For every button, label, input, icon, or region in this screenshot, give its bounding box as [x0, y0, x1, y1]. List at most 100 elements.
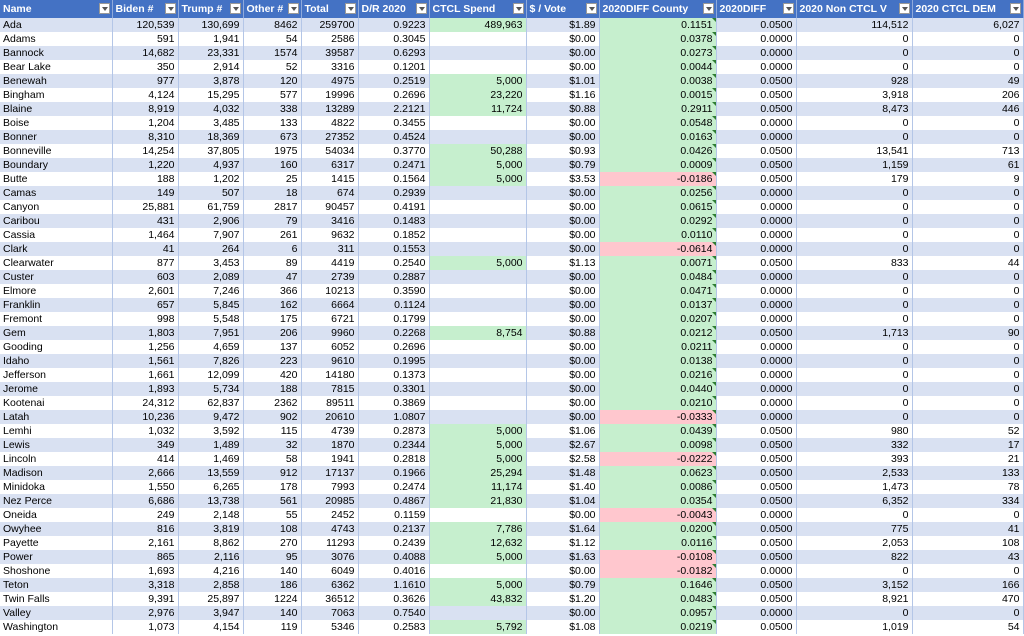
cell-ctcldem[interactable]: 0 [912, 200, 1024, 214]
cell-dr[interactable]: 1.1610 [358, 578, 430, 592]
cell-ctcldem[interactable]: 166 [912, 578, 1024, 592]
cell-ctcldem[interactable]: 108 [912, 536, 1024, 550]
cell-diff[interactable]: 0.0500 [716, 256, 797, 270]
cell-dr[interactable]: 0.2583 [358, 620, 430, 634]
cell-nonctcl[interactable]: 980 [796, 424, 913, 438]
cell-trump[interactable]: 3,947 [178, 606, 244, 620]
cell-dr[interactable]: 0.2519 [358, 74, 430, 88]
column-header[interactable]: 2020 CTCL DEM [912, 0, 1024, 18]
cell-diff[interactable]: 0.0500 [716, 480, 797, 494]
cell-diffc[interactable]: 0.0163 [599, 130, 717, 144]
cell-trump[interactable]: 15,295 [178, 88, 244, 102]
cell-diff[interactable]: 0.0000 [716, 340, 797, 354]
cell-biden[interactable]: 414 [112, 452, 179, 466]
cell-ctcldem[interactable]: 0 [912, 242, 1024, 256]
cell-other[interactable]: 561 [243, 494, 302, 508]
cell-total[interactable]: 7815 [301, 382, 359, 396]
cell-other[interactable]: 673 [243, 130, 302, 144]
cell-trump[interactable]: 7,826 [178, 354, 244, 368]
cell-total[interactable]: 3416 [301, 214, 359, 228]
cell-total[interactable]: 259700 [301, 18, 359, 32]
cell-biden[interactable]: 149 [112, 186, 179, 200]
cell-nonctcl[interactable]: 0 [796, 382, 913, 396]
cell-ctcldem[interactable]: 0 [912, 368, 1024, 382]
cell-ctcldem[interactable]: 17 [912, 438, 1024, 452]
cell-trump[interactable]: 3,819 [178, 522, 244, 536]
cell-other[interactable]: 366 [243, 284, 302, 298]
cell-pv[interactable]: $0.00 [526, 354, 600, 368]
cell-dr[interactable]: 2.2121 [358, 102, 430, 116]
cell-total[interactable]: 2586 [301, 32, 359, 46]
cell-diffc[interactable]: 0.0071 [599, 256, 717, 270]
cell-other[interactable]: 137 [243, 340, 302, 354]
cell-pv[interactable]: $1.20 [526, 592, 600, 606]
cell-pv[interactable]: $2.58 [526, 452, 600, 466]
cell-diff[interactable]: 0.0000 [716, 130, 797, 144]
cell-spend[interactable] [429, 228, 527, 242]
cell-biden[interactable]: 1,661 [112, 368, 179, 382]
cell-spend[interactable] [429, 214, 527, 228]
cell-nonctcl[interactable]: 393 [796, 452, 913, 466]
cell-pv[interactable]: $0.79 [526, 158, 600, 172]
cell-biden[interactable]: 1,803 [112, 326, 179, 340]
cell-dr[interactable]: 0.2887 [358, 270, 430, 284]
cell-spend[interactable] [429, 46, 527, 60]
cell-total[interactable]: 4975 [301, 74, 359, 88]
cell-name[interactable]: Bear Lake [0, 60, 113, 74]
cell-name[interactable]: Bingham [0, 88, 113, 102]
filter-dropdown-icon[interactable] [344, 3, 356, 14]
cell-dr[interactable]: 0.3626 [358, 592, 430, 606]
cell-biden[interactable]: 1,204 [112, 116, 179, 130]
cell-total[interactable]: 674 [301, 186, 359, 200]
cell-other[interactable]: 47 [243, 270, 302, 284]
cell-other[interactable]: 133 [243, 116, 302, 130]
cell-name[interactable]: Kootenai [0, 396, 113, 410]
cell-name[interactable]: Teton [0, 578, 113, 592]
cell-dr[interactable]: 0.1159 [358, 508, 430, 522]
cell-trump[interactable]: 6,265 [178, 480, 244, 494]
cell-spend[interactable]: 5,792 [429, 620, 527, 634]
cell-biden[interactable]: 865 [112, 550, 179, 564]
cell-diff[interactable]: 0.0000 [716, 242, 797, 256]
cell-pv[interactable]: $0.00 [526, 270, 600, 284]
cell-total[interactable]: 4739 [301, 424, 359, 438]
cell-other[interactable]: 8462 [243, 18, 302, 32]
cell-nonctcl[interactable]: 833 [796, 256, 913, 270]
cell-trump[interactable]: 3,485 [178, 116, 244, 130]
cell-name[interactable]: Madison [0, 466, 113, 480]
cell-total[interactable]: 311 [301, 242, 359, 256]
cell-trump[interactable]: 7,907 [178, 228, 244, 242]
cell-pv[interactable]: $0.00 [526, 46, 600, 60]
cell-name[interactable]: Clark [0, 242, 113, 256]
cell-dr[interactable]: 0.2137 [358, 522, 430, 536]
cell-other[interactable]: 115 [243, 424, 302, 438]
cell-ctcldem[interactable]: 0 [912, 354, 1024, 368]
cell-other[interactable]: 54 [243, 32, 302, 46]
cell-spend[interactable]: 43,832 [429, 592, 527, 606]
cell-other[interactable]: 186 [243, 578, 302, 592]
cell-total[interactable]: 9632 [301, 228, 359, 242]
column-header[interactable]: Biden # [112, 0, 179, 18]
cell-total[interactable]: 11293 [301, 536, 359, 550]
cell-dr[interactable]: 0.2471 [358, 158, 430, 172]
cell-pv[interactable]: $1.89 [526, 18, 600, 32]
cell-nonctcl[interactable]: 0 [796, 130, 913, 144]
cell-other[interactable]: 1574 [243, 46, 302, 60]
cell-diffc[interactable]: 0.0216 [599, 368, 717, 382]
cell-diffc[interactable]: 0.0110 [599, 228, 717, 242]
cell-other[interactable]: 2817 [243, 200, 302, 214]
cell-biden[interactable]: 249 [112, 508, 179, 522]
cell-pv[interactable]: $0.00 [526, 382, 600, 396]
cell-diffc[interactable]: 0.0273 [599, 46, 717, 60]
cell-biden[interactable]: 1,032 [112, 424, 179, 438]
cell-name[interactable]: Cassia [0, 228, 113, 242]
column-header[interactable]: Name [0, 0, 113, 18]
cell-other[interactable]: 261 [243, 228, 302, 242]
filter-dropdown-icon[interactable] [702, 3, 714, 14]
cell-biden[interactable]: 10,236 [112, 410, 179, 424]
cell-diff[interactable]: 0.0500 [716, 620, 797, 634]
cell-other[interactable]: 206 [243, 326, 302, 340]
cell-biden[interactable]: 24,312 [112, 396, 179, 410]
cell-ctcldem[interactable]: 206 [912, 88, 1024, 102]
